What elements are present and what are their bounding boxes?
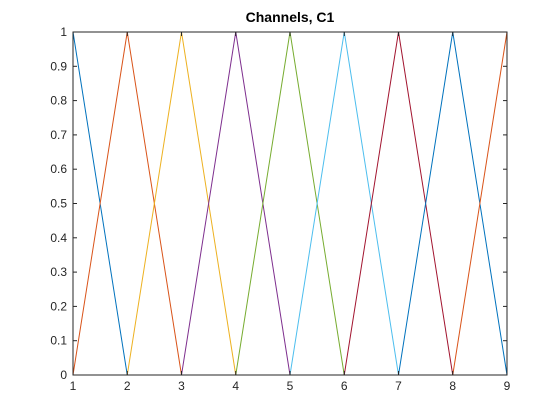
y-tick-label: 0.5	[50, 197, 67, 211]
series-line-9	[452, 31, 508, 376]
y-tick-label: 0.2	[50, 299, 67, 313]
x-tick-label: 6	[341, 379, 348, 393]
series-line-3	[126, 31, 237, 376]
axes-box	[72, 31, 508, 376]
x-tick-label: 9	[504, 379, 511, 393]
y-tick-label: 0.9	[50, 59, 67, 73]
y-tick-label: 0	[60, 368, 67, 382]
axes-layer: 1 2 3 4 5 6 7 8 9 0 0.1 0.2 0.3 0.4 0.5 0.6 0.7 0.8 0.9 1	[50, 25, 510, 393]
series-layer	[72, 31, 508, 376]
x-tick-label: 1	[70, 379, 77, 393]
series-line-5	[235, 31, 345, 376]
x-tick-label: 2	[124, 379, 131, 393]
y-tick-label: 1	[60, 25, 67, 39]
x-tick-label: 8	[449, 379, 456, 393]
x-tick-label: 4	[232, 379, 239, 393]
series-line-4	[181, 31, 291, 376]
x-tick-label: 7	[395, 379, 402, 393]
y-tick-label: 0.4	[50, 231, 67, 245]
y-tick-label: 0.8	[50, 94, 67, 108]
y-tick-label: 0.3	[50, 265, 67, 279]
series-line-2	[72, 31, 182, 376]
x-tick-label: 5	[287, 379, 294, 393]
chart-title: Channels, C1	[246, 9, 335, 25]
series-line-8	[398, 31, 508, 376]
y-tick-label: 0.6	[50, 162, 67, 176]
y-tick-label: 0.1	[50, 334, 67, 348]
x-tick-label: 3	[178, 379, 185, 393]
y-tick-label: 0.7	[50, 128, 67, 142]
series-line-6	[289, 31, 399, 376]
series-line-7	[343, 31, 454, 376]
